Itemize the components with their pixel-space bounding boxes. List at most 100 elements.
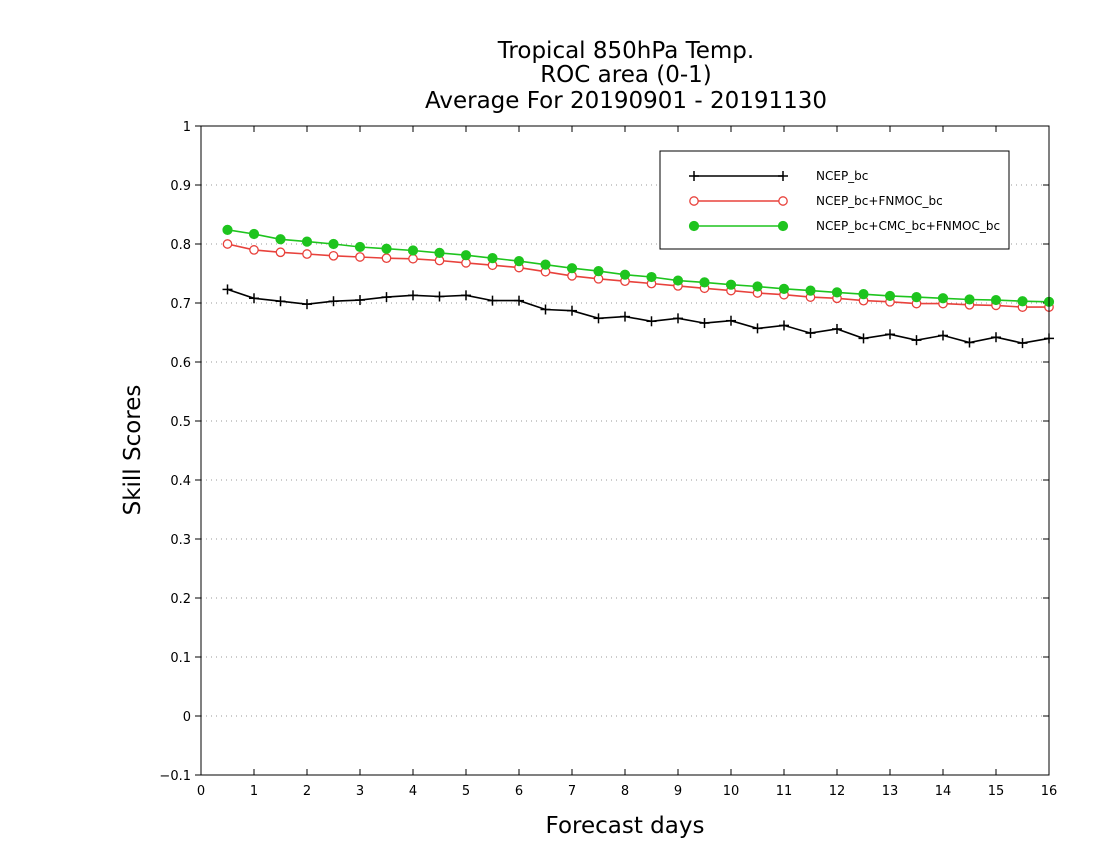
y-tick-label: 0.6	[170, 356, 191, 371]
x-tick-label: 15	[988, 784, 1005, 799]
chart-title-line-1: Tropical 850hPa Temp.	[497, 38, 754, 64]
series-layer	[222, 224, 1055, 349]
series-1	[222, 284, 1054, 349]
data-point	[646, 316, 657, 327]
x-tick-label: 8	[621, 784, 629, 799]
data-point	[222, 284, 233, 295]
data-point	[354, 241, 366, 253]
data-point	[619, 269, 631, 280]
data-point	[566, 263, 578, 274]
data-point	[407, 245, 419, 256]
data-point	[673, 313, 683, 324]
legend-label: NCEP_bc+FNMOC_bc	[816, 194, 943, 208]
data-point	[938, 330, 948, 341]
axis-ticks: −0.100.10.20.30.40.50.60.70.80.910 1 2 3 4 5 6…	[159, 120, 1057, 799]
data-point	[805, 328, 816, 339]
data-point	[911, 335, 922, 346]
data-point	[381, 253, 392, 264]
x-tick-label: 10	[723, 784, 740, 799]
data-point	[328, 250, 339, 261]
x-tick-label: 14	[935, 784, 952, 799]
data-point	[487, 295, 498, 306]
data-point	[249, 293, 259, 304]
data-point	[726, 315, 736, 326]
data-point	[381, 292, 392, 303]
data-point	[487, 253, 498, 264]
data-point	[858, 333, 869, 344]
legend-entry: NCEP_bc+CMC_bc+FNMOC_bc	[688, 219, 1000, 233]
data-point	[408, 290, 418, 301]
data-point	[434, 291, 445, 302]
x-axis-label: Forecast days	[546, 813, 705, 839]
data-point	[752, 281, 763, 292]
chart-title-line-2: ROC area (0-1)	[540, 62, 712, 88]
data-point	[275, 234, 286, 245]
data-point	[752, 323, 763, 334]
data-point	[381, 243, 392, 254]
data-point	[725, 279, 737, 290]
x-tick-label: 12	[829, 784, 846, 799]
x-tick-label: 16	[1041, 784, 1058, 799]
x-tick-label: 7	[568, 784, 576, 799]
data-point	[885, 329, 895, 340]
data-point	[540, 304, 551, 315]
data-point	[884, 290, 896, 302]
data-point	[1017, 296, 1028, 307]
data-point	[275, 247, 286, 258]
x-tick-label: 4	[409, 784, 417, 799]
data-point	[222, 224, 233, 235]
legend-label: NCEP_bc+CMC_bc+FNMOC_bc	[816, 219, 1000, 233]
legend-marker	[689, 171, 699, 181]
data-point	[248, 228, 260, 240]
legend-entry: NCEP_bc	[689, 169, 868, 183]
data-point	[461, 290, 471, 301]
data-point	[937, 293, 949, 304]
data-point	[567, 305, 577, 316]
y-tick-label: 0.9	[170, 179, 191, 194]
data-point	[540, 259, 551, 270]
legend-marker	[689, 196, 699, 206]
data-point	[778, 283, 790, 294]
legend-marker	[688, 220, 700, 232]
data-point	[699, 277, 710, 288]
x-tick-label: 5	[462, 784, 470, 799]
data-point	[699, 318, 710, 329]
data-point	[593, 313, 604, 324]
data-point	[805, 285, 816, 296]
data-point	[408, 253, 418, 264]
data-point	[1017, 338, 1028, 349]
data-point	[328, 238, 339, 250]
data-point	[460, 250, 472, 261]
x-tick-label: 2	[303, 784, 311, 799]
y-tick-label: 0.8	[170, 238, 191, 253]
data-point	[672, 275, 684, 286]
x-tick-label: 13	[882, 784, 899, 799]
y-tick-label: 0	[183, 710, 191, 725]
y-tick-label: 0.5	[170, 415, 191, 430]
legend: NCEP_bc NCEP_bc+FNMOC_bc NCEP_bc+CMC_bc+FN…	[659, 150, 1010, 250]
data-point	[593, 266, 604, 277]
legend-marker	[778, 196, 788, 206]
data-point	[301, 236, 313, 247]
data-point	[249, 245, 259, 255]
data-point	[911, 292, 922, 303]
y-axis-label: Skill Scores	[120, 385, 146, 516]
series-3	[222, 224, 1055, 307]
legend-label: NCEP_bc	[816, 169, 868, 183]
legend-entry: NCEP_bc+FNMOC_bc	[689, 194, 943, 208]
y-tick-label: 1	[183, 120, 191, 135]
data-point	[328, 296, 339, 307]
data-point	[964, 337, 975, 348]
x-tick-label: 0	[197, 784, 205, 799]
data-point	[646, 271, 657, 283]
x-tick-label: 1	[250, 784, 258, 799]
plot-frame	[200, 125, 1050, 776]
data-point	[831, 287, 843, 298]
y-tick-label: 0.4	[170, 474, 191, 489]
data-point	[620, 311, 630, 322]
data-point	[513, 256, 525, 267]
data-point	[355, 252, 365, 262]
data-point	[355, 295, 365, 306]
